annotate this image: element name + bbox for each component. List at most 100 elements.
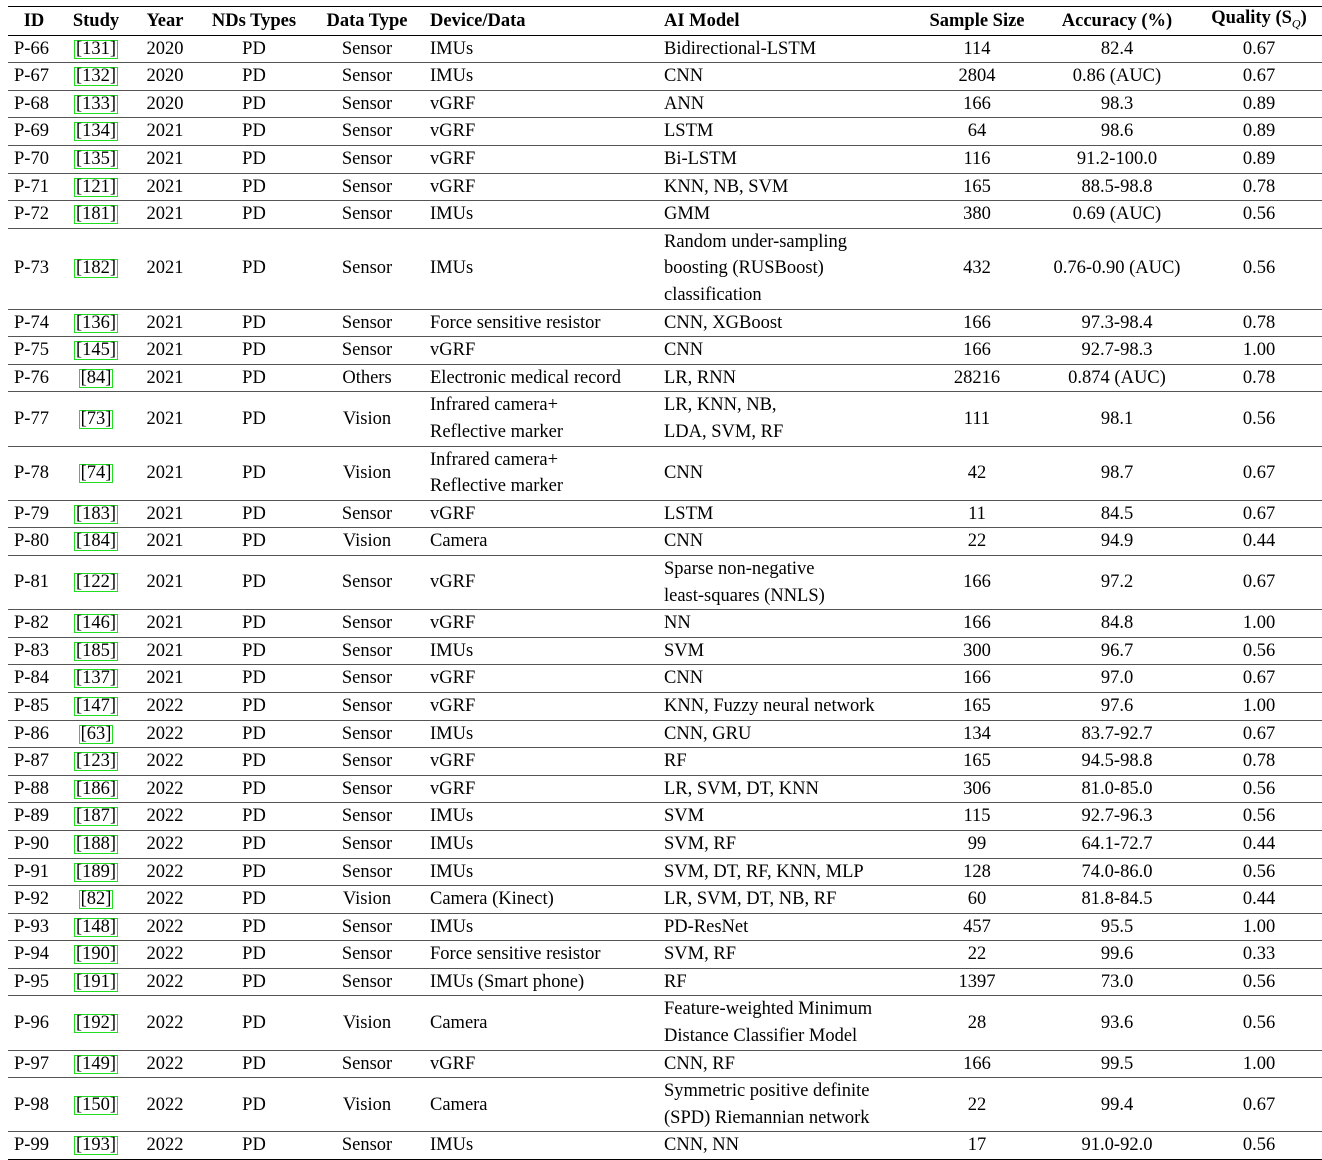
cell-ai-model-line: Symmetric positive definite bbox=[664, 1081, 870, 1102]
cell-year: 2021 bbox=[146, 503, 184, 524]
cell-ai-model-line: classification bbox=[664, 285, 762, 306]
citation-link[interactable]: [184] bbox=[73, 531, 119, 552]
cell-sample-size: 300 bbox=[963, 640, 991, 661]
cell-quality: 0.56 bbox=[1242, 778, 1276, 799]
cell-year: 2020 bbox=[146, 38, 184, 59]
cell-ai-model: CNN bbox=[658, 63, 912, 91]
cell-study: [147] bbox=[60, 692, 132, 720]
cell-ai-model-line: CNN bbox=[664, 66, 704, 87]
cell-year: 2020 bbox=[146, 66, 184, 87]
citation-link[interactable]: [63] bbox=[78, 723, 114, 744]
cell-year: 2022 bbox=[146, 1135, 184, 1156]
citation-link[interactable]: [181] bbox=[73, 204, 119, 225]
citation-link[interactable]: [192] bbox=[73, 1012, 119, 1033]
citation-link[interactable]: [123] bbox=[73, 751, 119, 772]
cell-ai-model: ANN bbox=[658, 90, 912, 118]
citation-link[interactable]: [121] bbox=[73, 176, 119, 197]
header-id: ID bbox=[23, 10, 45, 31]
cell-id: P-97 bbox=[14, 1053, 49, 1074]
cell-year: 2022 bbox=[146, 833, 184, 854]
cell-sample-size: 432 bbox=[963, 258, 991, 279]
cell-ai-model-line: LR, SVM, DT, KNN bbox=[664, 778, 819, 799]
citation-link[interactable]: [190] bbox=[73, 944, 119, 965]
citation-link[interactable]: [186] bbox=[73, 778, 119, 799]
cell-accuracy: 91.0-92.0 bbox=[1081, 1135, 1153, 1156]
cell-id: P-69 bbox=[14, 121, 49, 142]
cell-sample-size: 165 bbox=[963, 176, 991, 197]
citation-link[interactable]: [136] bbox=[73, 312, 119, 333]
citation-link[interactable]: [150] bbox=[73, 1094, 119, 1115]
cell-quality: 0.56 bbox=[1242, 258, 1276, 279]
citation-link[interactable]: [145] bbox=[73, 340, 119, 361]
cell-device-line: IMUs bbox=[430, 640, 474, 661]
cell-ai-model: SVM bbox=[658, 803, 912, 831]
cell-ai-model: Bi-LSTM bbox=[658, 146, 912, 174]
cell-ai-model-line: LDA, SVM, RF bbox=[664, 422, 784, 442]
cell-sample-size: 116 bbox=[963, 149, 991, 170]
cell-device-line: vGRF bbox=[430, 751, 476, 772]
cell-accuracy: 73.0 bbox=[1100, 971, 1134, 992]
cell-accuracy: 91.2-100.0 bbox=[1076, 149, 1158, 170]
citation-link[interactable]: [148] bbox=[73, 916, 119, 937]
cell-id: P-66 bbox=[14, 38, 49, 59]
cell-id: P-91 bbox=[14, 861, 49, 882]
citation-link[interactable]: [149] bbox=[73, 1053, 119, 1074]
cell-sample-size: 99 bbox=[967, 833, 987, 854]
table-row: P-67 [132] 2020 PD Sensor IMUs CNN 2804 0.86 (AU… bbox=[8, 63, 1322, 91]
citation-link[interactable]: [188] bbox=[73, 833, 119, 854]
cell-device-line: Force sensitive resistor bbox=[430, 312, 601, 333]
citation-link[interactable]: [82] bbox=[78, 889, 114, 910]
citation-link[interactable]: [187] bbox=[73, 806, 119, 827]
table-row: P-91 [189] 2022 PD Sensor IMUs SVM, DT, RF, KN… bbox=[8, 858, 1322, 886]
citation-link[interactable]: [189] bbox=[73, 861, 119, 882]
cell-device-line: IMUs bbox=[430, 1135, 474, 1156]
cell-study: [189] bbox=[60, 858, 132, 886]
citation-link[interactable]: [146] bbox=[73, 613, 119, 634]
cell-device-line: vGRF bbox=[430, 1053, 476, 1074]
cell-sample-size: 115 bbox=[963, 806, 991, 827]
cell-ai-model: Symmetric positive definite (SPD) Riemann… bbox=[658, 1078, 912, 1132]
cell-id: P-78 bbox=[14, 462, 49, 483]
citation-link[interactable]: [193] bbox=[73, 1135, 119, 1156]
cell-nd-type: PD bbox=[242, 916, 266, 937]
cell-nd-type: PD bbox=[242, 861, 266, 882]
citation-link[interactable]: [134] bbox=[73, 121, 119, 142]
citation-link[interactable]: [133] bbox=[73, 93, 119, 114]
cell-ai-model-line: RF bbox=[664, 971, 687, 992]
cell-quality: 0.78 bbox=[1242, 751, 1276, 772]
cell-accuracy: 97.0 bbox=[1100, 668, 1134, 689]
citation-link[interactable]: [185] bbox=[73, 640, 119, 661]
cell-data-type: Sensor bbox=[341, 695, 393, 716]
cell-device: vGRF bbox=[424, 118, 658, 146]
citation-link[interactable]: [74] bbox=[78, 462, 114, 483]
citation-link[interactable]: [132] bbox=[73, 66, 119, 87]
cell-study: [191] bbox=[60, 968, 132, 996]
cell-device-line: vGRF bbox=[430, 778, 476, 799]
cell-quality: 0.89 bbox=[1242, 93, 1276, 114]
cell-quality: 0.67 bbox=[1242, 723, 1276, 744]
citation-link[interactable]: [183] bbox=[73, 503, 119, 524]
citation-link[interactable]: [182] bbox=[73, 258, 119, 279]
citation-link[interactable]: [137] bbox=[73, 668, 119, 689]
cell-data-type: Sensor bbox=[341, 778, 393, 799]
citation-link[interactable]: [135] bbox=[73, 149, 119, 170]
cell-id: P-98 bbox=[14, 1094, 49, 1115]
table-row: P-74 [136] 2021 PD Sensor Force sensitive res… bbox=[8, 309, 1322, 337]
citation-link[interactable]: [84] bbox=[78, 367, 114, 388]
citation-link[interactable]: [131] bbox=[73, 38, 119, 59]
cell-ai-model-line: Feature-weighted Minimum bbox=[664, 999, 873, 1020]
citation-link[interactable]: [191] bbox=[73, 971, 119, 992]
cell-ai-model: PD-ResNet bbox=[658, 913, 912, 941]
cell-ai-model-line: (SPD) Riemannian network bbox=[664, 1107, 870, 1128]
cell-sample-size: 42 bbox=[967, 462, 987, 483]
cell-year: 2022 bbox=[146, 1012, 184, 1033]
cell-device: IMUs bbox=[424, 830, 658, 858]
citation-link[interactable]: [147] bbox=[73, 695, 119, 716]
cell-nd-type: PD bbox=[242, 1135, 266, 1156]
citation-link[interactable]: [122] bbox=[73, 572, 119, 593]
cell-id: P-84 bbox=[14, 668, 49, 689]
cell-accuracy: 96.7 bbox=[1100, 640, 1134, 661]
cell-sample-size: 166 bbox=[963, 572, 991, 593]
cell-year: 2022 bbox=[146, 778, 184, 799]
citation-link[interactable]: [73] bbox=[78, 408, 114, 429]
